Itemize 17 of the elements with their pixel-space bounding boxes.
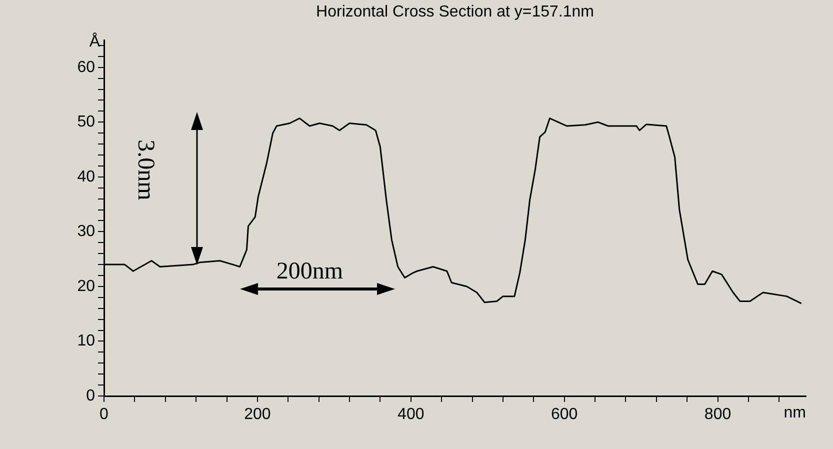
x-tick-label: 600: [550, 406, 578, 424]
annotation: 3.0nm: [132, 140, 158, 201]
x-tick-label: 400: [398, 406, 424, 424]
x-tick-label: 800: [704, 406, 732, 424]
y-tick-label: 60: [77, 58, 96, 76]
x-axis-title: nm: [784, 404, 806, 422]
x-tick-label: 0: [100, 406, 109, 424]
y-tick-label: 10: [77, 332, 96, 350]
y-tick-label: 20: [77, 278, 96, 295]
y-tick-label: 40: [77, 168, 96, 186]
y-tick-label: 0: [86, 387, 96, 404]
annotation: 200nm: [276, 258, 344, 284]
chart-title: Horizontal Cross Section at y=157.1nm: [316, 3, 594, 20]
y-axis-title: Å: [89, 32, 100, 50]
y-tick-label: 50: [77, 114, 96, 131]
x-tick-label: 200: [244, 406, 271, 424]
y-tick-label: 30: [77, 223, 96, 240]
